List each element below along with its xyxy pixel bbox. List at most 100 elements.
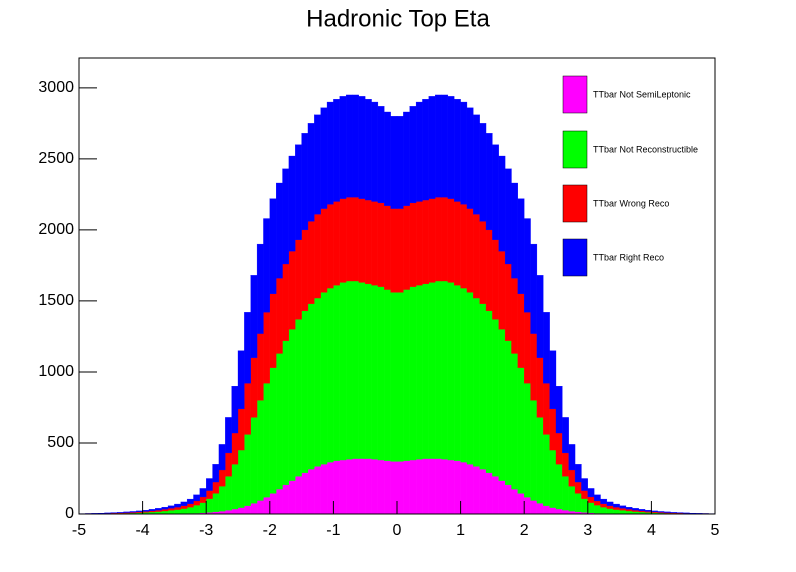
histogram-bin — [161, 507, 169, 510]
histogram-bin — [123, 511, 131, 513]
histogram-bin — [282, 484, 290, 515]
histogram-bin — [594, 500, 601, 506]
histogram-bin — [600, 507, 608, 514]
histogram-bin — [358, 198, 366, 283]
legend-label: TTbar Wrong Reco — [593, 198, 669, 208]
histogram-bin — [651, 510, 658, 513]
histogram-bin — [295, 319, 302, 477]
histogram-bin — [148, 509, 156, 512]
histogram-bin — [498, 251, 506, 330]
histogram-bin — [504, 263, 512, 341]
histogram-bin — [415, 285, 423, 460]
histogram-bin — [218, 469, 226, 487]
histogram-bin — [670, 512, 677, 514]
histogram-bin — [174, 503, 181, 508]
histogram-bin — [492, 239, 499, 320]
histogram-bin — [288, 480, 296, 515]
histogram-bin — [428, 96, 436, 199]
histogram-bin — [186, 498, 194, 504]
histogram-bin — [530, 243, 538, 334]
histogram-bin — [613, 507, 620, 510]
histogram-bin — [562, 476, 569, 511]
histogram-bin — [295, 144, 302, 240]
histogram-bin — [466, 292, 474, 465]
histogram-bin — [600, 503, 608, 508]
histogram-bin — [218, 444, 226, 471]
histogram-bin — [295, 476, 302, 515]
histogram-bin — [269, 367, 277, 494]
histogram-bin — [479, 303, 487, 470]
histogram-bin — [638, 509, 646, 512]
histogram-bin — [625, 510, 633, 514]
histogram-bin — [530, 500, 538, 515]
histogram-bin — [161, 509, 169, 512]
histogram-bin — [403, 289, 410, 461]
y-tick-label: 500 — [47, 434, 74, 451]
histogram-bin — [269, 198, 277, 294]
x-tick-label: 2 — [520, 522, 529, 539]
histogram-bin — [307, 303, 315, 470]
histogram-bin — [314, 214, 321, 299]
histogram-bin — [244, 434, 251, 506]
histogram-bin — [148, 510, 156, 513]
legend-swatch — [562, 130, 588, 169]
histogram-bin — [619, 505, 627, 509]
histogram-bin — [454, 285, 461, 461]
histogram-bin — [212, 481, 220, 494]
histogram-bin — [581, 490, 588, 499]
histogram-bin — [562, 417, 569, 454]
histogram-bin — [600, 498, 608, 504]
histogram-bin — [587, 488, 595, 498]
y-tick-label: 1000 — [38, 363, 74, 380]
histogram-bin — [441, 94, 449, 198]
histogram-bin — [339, 198, 347, 283]
histogram-bin — [403, 460, 410, 515]
histogram-bin — [530, 400, 538, 501]
histogram-bin — [581, 498, 588, 513]
histogram-bin — [161, 510, 169, 514]
histogram-bin — [435, 280, 442, 459]
histogram-bin — [524, 218, 531, 313]
histogram-bin — [129, 511, 137, 513]
histogram-bin — [377, 459, 385, 515]
histogram-bin — [225, 510, 232, 515]
plot-area — [78, 94, 716, 515]
histogram-bin — [447, 198, 455, 283]
chart-title: Hadronic Top Eta — [306, 5, 490, 32]
histogram-bin — [333, 99, 340, 202]
histogram-bin — [555, 508, 563, 515]
histogram-bin — [511, 353, 518, 490]
histogram-bin — [390, 116, 398, 209]
histogram-bin — [206, 498, 213, 513]
histogram-bin — [263, 218, 270, 313]
histogram-bin — [473, 214, 480, 299]
histogram-bin — [225, 417, 232, 454]
histogram-bin — [632, 508, 639, 511]
histogram-bin — [492, 319, 499, 477]
x-tick-label: 4 — [647, 522, 656, 539]
histogram-bin — [263, 312, 270, 384]
x-tick-label: -1 — [326, 522, 340, 539]
histogram-bin — [269, 293, 277, 368]
histogram-bin — [415, 459, 423, 515]
histogram-bin — [619, 510, 627, 514]
histogram-bin — [625, 509, 633, 512]
histogram-bin — [326, 461, 334, 515]
histogram-bin — [225, 452, 232, 477]
histogram-bin — [613, 509, 620, 514]
histogram-bin — [555, 464, 563, 510]
histogram-bin — [435, 94, 442, 198]
histogram-bin — [358, 96, 366, 199]
histogram-bin — [409, 202, 417, 287]
histogram-bin — [632, 510, 639, 512]
histogram-bin — [517, 367, 525, 494]
histogram-bin — [390, 208, 398, 293]
histogram-bin — [345, 280, 353, 460]
histogram-bin — [282, 263, 290, 341]
histogram-bin — [473, 114, 480, 215]
y-tick-label: 2000 — [38, 221, 74, 238]
histogram-bin — [174, 507, 181, 510]
histogram-bin — [231, 385, 239, 434]
histogram-bin — [454, 201, 461, 286]
histogram-bin — [276, 278, 283, 354]
